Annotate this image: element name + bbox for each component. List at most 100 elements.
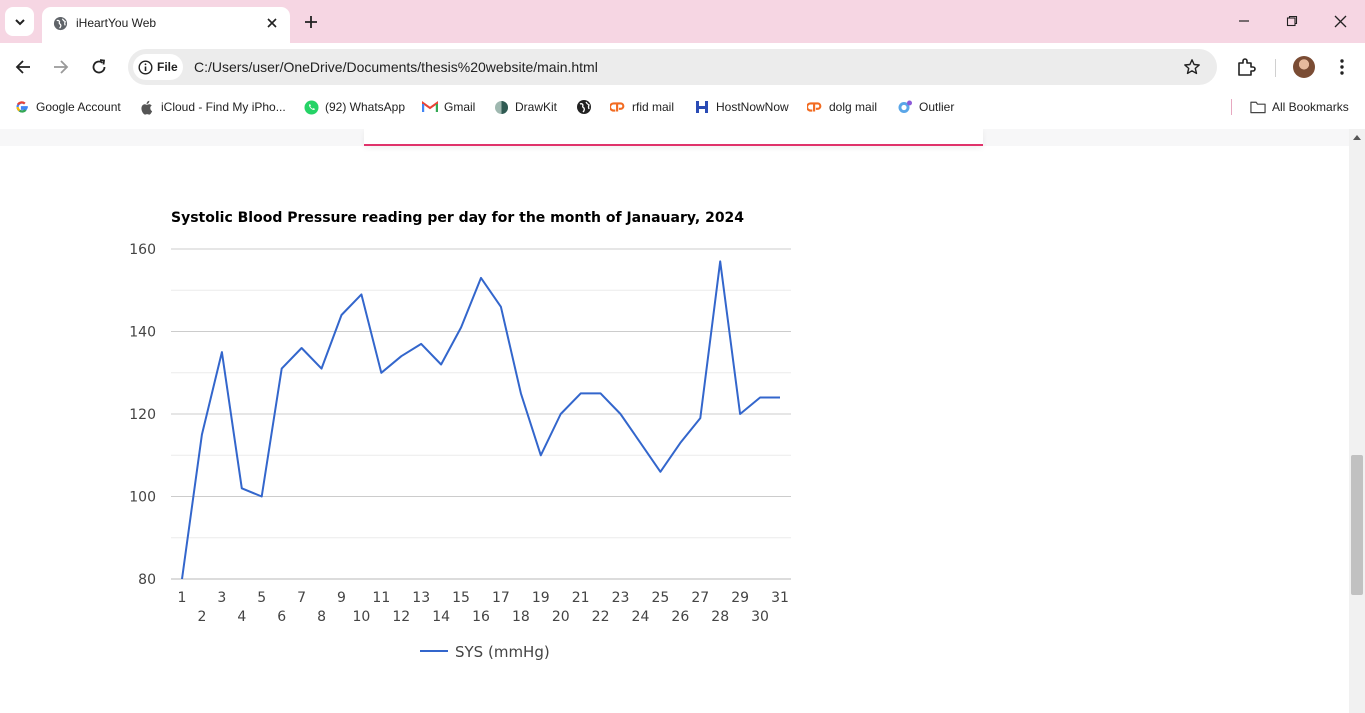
globe-icon <box>576 99 592 115</box>
reload-icon <box>92 59 106 74</box>
bookmark-label: HostNowNow <box>716 100 789 114</box>
x-tick-label: 1 <box>178 590 187 606</box>
extensions-icon[interactable] <box>1235 56 1257 78</box>
close-tab-button[interactable] <box>264 15 280 31</box>
outlier-icon <box>897 99 913 115</box>
gmail-icon <box>422 99 438 115</box>
x-tick-label: 28 <box>711 609 729 625</box>
forward-button[interactable] <box>50 56 72 78</box>
new-tab-button[interactable] <box>301 12 321 32</box>
folder-icon <box>1250 99 1266 115</box>
y-tick-label: 120 <box>129 407 156 423</box>
x-tick-label: 4 <box>237 609 246 625</box>
x-tick-label: 15 <box>452 590 470 606</box>
bookmark-icloud[interactable]: iCloud - Find My iPho... <box>139 98 286 116</box>
bookmark-outlier[interactable]: Outlier <box>897 98 954 116</box>
bookmark-google-account[interactable]: Google Account <box>14 98 121 116</box>
more-vertical-icon <box>1340 59 1344 75</box>
y-tick-label: 140 <box>129 325 156 341</box>
info-icon <box>138 59 153 75</box>
close-icon <box>1334 15 1346 27</box>
restore-icon <box>1286 15 1298 27</box>
bookmarks-divider <box>1231 99 1232 115</box>
x-tick-label: 8 <box>317 609 326 625</box>
x-tick-label: 29 <box>731 590 749 606</box>
cpanel-icon <box>610 99 626 115</box>
x-tick-label: 20 <box>552 609 570 625</box>
back-button[interactable] <box>12 56 34 78</box>
bookmark-dolg-mail[interactable]: dolg mail <box>807 98 877 116</box>
x-tick-label: 6 <box>277 609 286 625</box>
reload-button[interactable] <box>88 56 110 78</box>
hostnownow-icon <box>694 99 710 115</box>
chart-title: Systolic Blood Pressure reading per day … <box>171 210 744 226</box>
x-tick-label: 23 <box>612 590 630 606</box>
tab-strip: iHeartYou Web <box>0 0 1365 43</box>
tab-search-button[interactable] <box>5 7 34 36</box>
star-icon[interactable] <box>1183 58 1201 76</box>
bookmark-label: Outlier <box>919 100 955 114</box>
y-tick-label: 160 <box>129 242 156 258</box>
bookmark-label: DrawKit <box>515 100 558 114</box>
page-viewport: Systolic Blood Pressure reading per day … <box>0 129 1349 713</box>
whatsapp-icon <box>303 99 319 115</box>
tab-title: iHeartYou Web <box>76 16 157 30</box>
close-window-button[interactable] <box>1331 12 1349 30</box>
x-tick-label: 7 <box>297 590 306 606</box>
apple-icon <box>139 99 155 115</box>
browser-menu-button[interactable] <box>1332 56 1352 78</box>
bookmark-hostnownow[interactable]: HostNowNow <box>694 98 789 116</box>
x-tick-label: 3 <box>217 590 226 606</box>
x-tick-label: 17 <box>492 590 510 606</box>
all-bookmarks-button[interactable]: All Bookmarks <box>1250 98 1349 116</box>
bookmark-drawkit[interactable]: DrawKit <box>493 98 557 116</box>
x-tick-label: 10 <box>352 609 370 625</box>
y-tick-label: 100 <box>129 490 156 506</box>
x-axis-ticks: 1234567891011121314151617181920212223242… <box>178 590 789 625</box>
x-tick-label: 9 <box>337 590 346 606</box>
url-text[interactable]: C:/Users/user/OneDrive/Documents/thesis%… <box>194 59 598 75</box>
minimize-button[interactable] <box>1235 12 1253 30</box>
x-tick-label: 26 <box>671 609 689 625</box>
arrow-right-icon <box>54 60 69 74</box>
scrollbar-thumb[interactable] <box>1351 455 1363 595</box>
legend-label: SYS (mmHg) <box>455 643 550 661</box>
chevron-down-icon <box>14 18 25 25</box>
bp-line-chart: Systolic Blood Pressure reading per day … <box>129 210 791 661</box>
bookmark-label: dolg mail <box>829 100 878 114</box>
browser-toolbar: File C:/Users/user/OneDrive/Documents/th… <box>0 43 1365 91</box>
globe-icon <box>53 16 68 31</box>
x-tick-label: 22 <box>592 609 610 625</box>
all-bookmarks-label: All Bookmarks <box>1272 100 1349 114</box>
y-tick-label: 80 <box>138 572 156 588</box>
bookmark-label: rfid mail <box>632 100 675 114</box>
tab-active[interactable]: iHeartYou Web <box>42 7 290 43</box>
x-tick-label: 31 <box>771 590 789 606</box>
google-icon <box>14 99 30 115</box>
drawkit-icon <box>493 99 509 115</box>
bookmark-whatsapp[interactable]: (92) WhatsApp <box>303 98 405 116</box>
x-tick-label: 30 <box>751 609 769 625</box>
bookmark-gmail[interactable]: Gmail <box>422 98 475 116</box>
bookmark-globe[interactable] <box>576 98 598 116</box>
close-icon <box>267 18 277 28</box>
bookmark-rfid-mail[interactable]: rfid mail <box>610 98 674 116</box>
x-tick-label: 19 <box>532 590 550 606</box>
x-tick-label: 24 <box>632 609 650 625</box>
x-tick-label: 14 <box>432 609 450 625</box>
x-tick-label: 2 <box>197 609 206 625</box>
plus-icon <box>305 16 317 28</box>
minimize-icon <box>1239 20 1249 22</box>
x-tick-label: 11 <box>372 590 390 606</box>
page-scrollbar[interactable] <box>1349 129 1365 713</box>
toolbar-divider <box>1275 59 1276 77</box>
bookmarks-bar: Google Account iCloud - Find My iPho... … <box>0 91 1365 123</box>
y-axis-ticks: 80 100 120 140 160 <box>129 242 156 588</box>
avatar[interactable] <box>1293 56 1315 78</box>
site-info-chip[interactable]: File <box>133 54 183 80</box>
address-bar[interactable]: File C:/Users/user/OneDrive/Documents/th… <box>128 49 1217 85</box>
x-tick-label: 13 <box>412 590 430 606</box>
scroll-up-arrow[interactable] <box>1353 135 1361 140</box>
restore-button[interactable] <box>1283 12 1301 30</box>
x-tick-label: 18 <box>512 609 530 625</box>
